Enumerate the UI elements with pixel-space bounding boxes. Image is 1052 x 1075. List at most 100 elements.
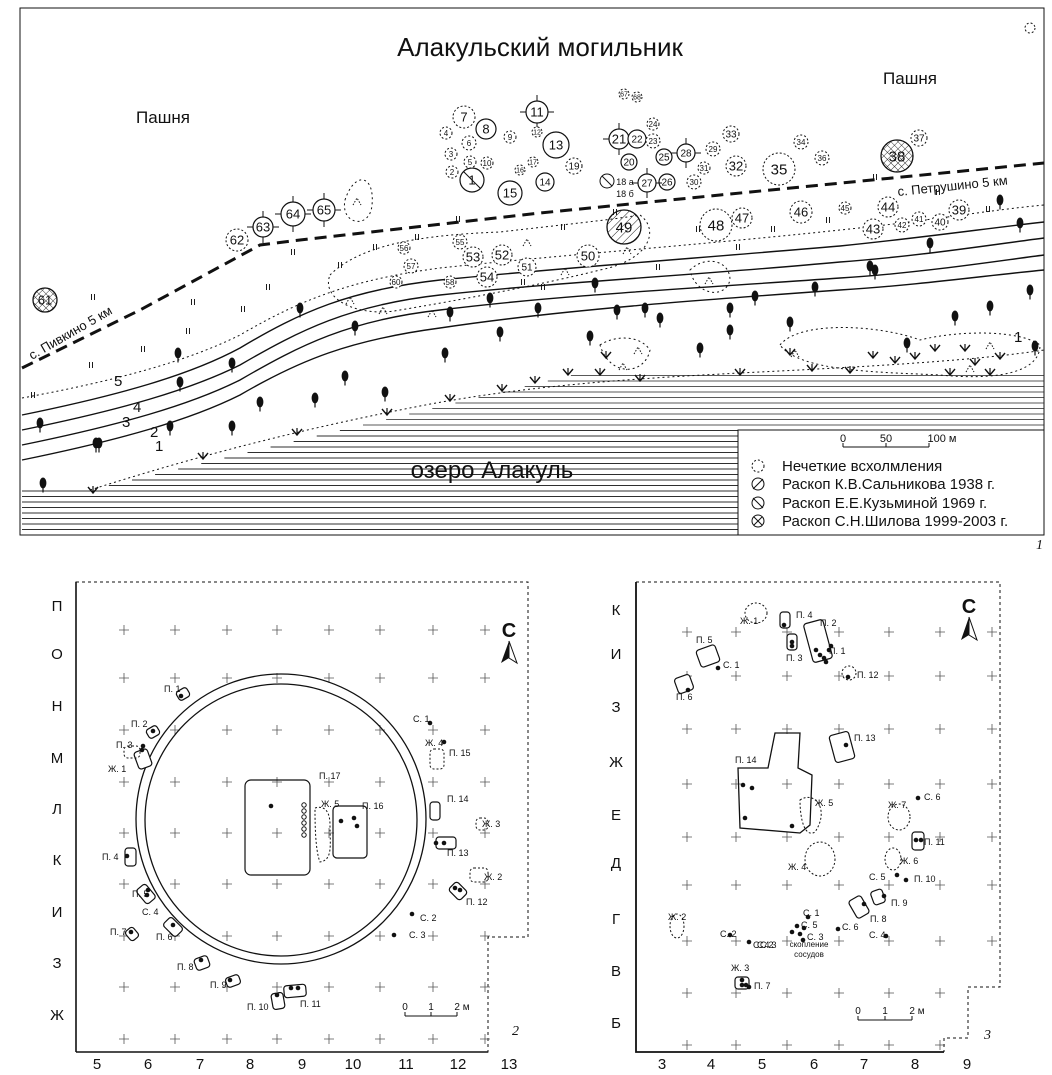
plan3-col-3: 3 — [658, 1056, 666, 1073]
pit — [193, 955, 211, 971]
kurgan-label: 27 — [641, 179, 653, 190]
find-dot — [861, 901, 867, 907]
zh-outline — [475, 817, 489, 831]
find-dot — [391, 932, 397, 938]
kurgan-label: 26 — [661, 178, 673, 189]
plan2-label: П. 17 — [319, 771, 340, 781]
plan2-label: П. 5 — [132, 889, 148, 899]
find-dot — [821, 655, 827, 661]
plan2-label: П. 3 — [116, 740, 132, 750]
small-mound-mark — [704, 275, 714, 285]
plan3-label: С. 1 — [803, 908, 820, 918]
plan3-label: П. 9 — [891, 898, 907, 908]
reed-icon — [594, 368, 606, 376]
tree-icon — [35, 417, 45, 433]
kurgan-ditch-outer — [135, 673, 427, 965]
reed-icon — [969, 358, 981, 366]
small-mound-mark — [378, 305, 388, 315]
plan2-label: П. 14 — [447, 794, 468, 804]
kurgan-label: 37 — [913, 134, 925, 145]
find-dot — [144, 892, 150, 898]
grass-mark: ıı — [985, 203, 991, 215]
grass-mark: ıı — [240, 303, 246, 315]
figure-number-2: 2 — [512, 1024, 519, 1039]
plan3-label: С. 6 — [924, 792, 941, 802]
small-mound-mark — [352, 196, 362, 206]
kurgan-16: 16 — [514, 164, 526, 176]
reed-icon — [784, 348, 796, 356]
tree-icon — [640, 302, 650, 318]
kurgan-60: 60 — [389, 275, 403, 289]
grass-mark: ıı — [290, 246, 296, 258]
plan3-col-9: 9 — [963, 1056, 971, 1073]
plan3-label: П. 2 — [820, 618, 836, 628]
plan3-col-6: 6 — [810, 1056, 818, 1073]
grass-mark: ıı — [140, 343, 146, 355]
kurgan-61: 61 — [32, 287, 58, 313]
reed-icon — [734, 368, 746, 376]
grass-mark: ıı — [520, 276, 526, 288]
reed-icon — [959, 344, 971, 352]
reed-icon — [381, 408, 393, 416]
kurgan-label: 39 — [952, 203, 966, 218]
find-dot — [739, 977, 745, 983]
cluster-label-line2: сосудов — [794, 950, 824, 959]
kurgan-label: 38 — [889, 148, 906, 165]
kurgan-15: 15 — [497, 180, 523, 206]
zh-outline — [841, 665, 857, 681]
reed-icon — [909, 352, 921, 360]
scale2-0: 0 — [402, 1002, 408, 1013]
tree-icon — [166, 420, 174, 436]
grass-mark: ıı — [455, 213, 461, 225]
plan2-row-М: М — [51, 750, 64, 767]
vessel-marker — [301, 826, 307, 832]
find-dot — [915, 795, 921, 801]
find-dot — [843, 742, 849, 748]
plan3-label: П. 6 — [676, 692, 692, 702]
kurgan-30: 30 — [686, 174, 702, 190]
find-dot — [441, 840, 447, 846]
kurgan-label: 20 — [623, 158, 635, 169]
scale3-2: 2 м — [909, 1006, 924, 1017]
kurgan-20: 20 — [620, 153, 638, 171]
kurgan-label: 16 — [516, 168, 524, 175]
reed-icon — [529, 376, 541, 384]
find-dot — [178, 693, 184, 699]
kurgan-label: 67 — [620, 92, 628, 99]
grass-mark: ıı — [770, 223, 776, 235]
scale3-0: 0 — [855, 1006, 861, 1017]
reed-icon — [444, 394, 456, 402]
plan3-label: Ж. 3 — [731, 963, 749, 973]
find-dot — [227, 977, 233, 983]
grass-mark: ıı — [935, 186, 941, 198]
plan2-label: П. 4 — [102, 852, 118, 862]
tree-icon — [725, 302, 735, 318]
small-mound-mark — [345, 295, 355, 305]
scale2-2: 2 м — [454, 1002, 469, 1013]
plan2-row-Ж: Ж — [50, 1007, 64, 1024]
kurgan-48: 48 — [699, 208, 733, 242]
kurgan-label: 10 — [483, 159, 492, 168]
tree-icon — [94, 437, 104, 453]
terrace-lines — [21, 221, 1045, 461]
kurgan-47: 47 — [731, 207, 753, 229]
find-dot — [338, 818, 344, 824]
kurgan-68: 68 — [631, 91, 643, 103]
tree-icon — [1025, 284, 1035, 300]
find-dot — [685, 687, 691, 693]
kurgan-9: 9 — [503, 130, 517, 144]
zh5-outline — [314, 806, 331, 863]
plan3-label: С. 2 — [757, 940, 774, 950]
kurgan-36: 36 — [814, 150, 830, 166]
kurgan-53: 53 — [462, 246, 484, 268]
small-mound-mark — [790, 348, 800, 358]
kurgan-23: 23 — [645, 133, 661, 149]
tree-icon — [351, 320, 359, 336]
kurgan-label: 32 — [729, 159, 743, 174]
plan3-labels: Ж. 1 П. 4 П. 2 П. 5 С. 1 П. 3 П. 1 П. 12 П. 6 П. … — [668, 610, 945, 991]
plan2-label: П. 11 — [300, 999, 321, 1009]
kurgan-18: 18 а 18 б — [599, 173, 634, 199]
find-dot — [746, 939, 752, 945]
tree-icon — [725, 324, 735, 340]
